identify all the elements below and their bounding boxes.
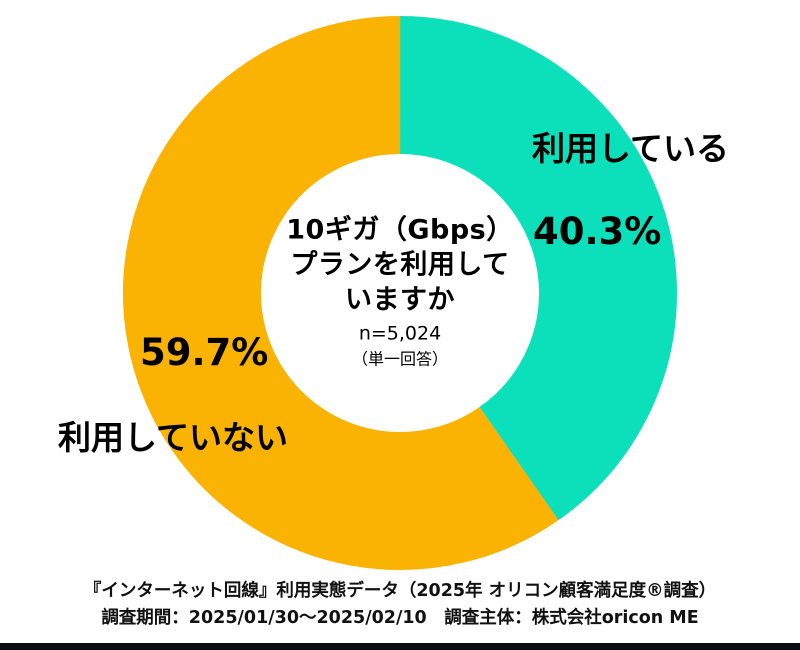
- segment-label-using: 利用している: [532, 129, 730, 168]
- source-line-2: 調査期間：2025/01/30～2025/02/10 調査主体：株式会社oric…: [101, 608, 699, 629]
- segment-percent-using: 40.3%: [533, 210, 662, 253]
- source-line-1: 『インターネット回線』利用実態データ（2025年 オリコン顧客満足度®調査）: [83, 581, 717, 601]
- bottom-divider-bar: [0, 643, 800, 650]
- chart-title: 10ギガ（Gbps） プランを利用して いますか: [255, 212, 545, 317]
- source-footer: 『インターネット回線』利用実態データ（2025年 オリコン顧客満足度®調査） 調…: [0, 578, 800, 632]
- segment-label-not-using: 利用していない: [58, 418, 289, 457]
- segment-percent-not-using: 59.7%: [140, 331, 269, 374]
- donut-svg: [123, 16, 677, 570]
- donut-segment-1: [123, 16, 677, 570]
- sample-size-label: n=5,024: [358, 322, 442, 345]
- answer-type-label: （単一回答）: [351, 349, 448, 369]
- chart-title-line-3: いますか: [345, 284, 455, 316]
- chart-center-label: 10ギガ（Gbps） プランを利用して いますか n=5,024 （単一回答）: [255, 212, 545, 369]
- chart-title-line-2: プランを利用して: [290, 249, 510, 281]
- chart-title-line-1: 10ギガ（Gbps）: [286, 214, 514, 246]
